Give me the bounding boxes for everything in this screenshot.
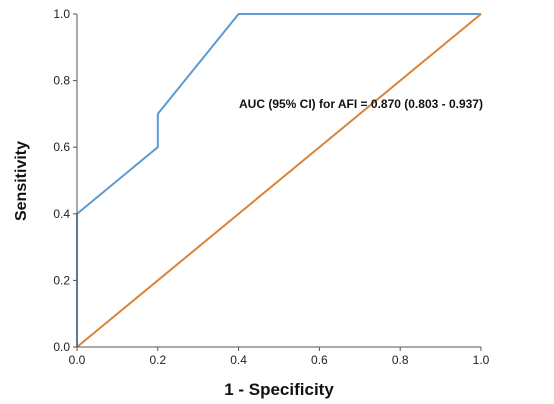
ticks-layer: 0.0 0.2 0.4 0.6 0.8 1.0 0.0 0.2 0.4 0.6 0.8 1.0: [53, 7, 489, 367]
y-tick-label: 1.0: [53, 7, 70, 21]
y-tick-label: 0.4: [53, 207, 70, 221]
x-axis-title: 1 - Specificity: [224, 380, 334, 399]
y-tick-label: 0.8: [53, 74, 70, 88]
y-tick-label: 0.2: [53, 273, 70, 287]
reference-line: [76, 13, 482, 348]
auc-annotation: AUC (95% CI) for AFI = 0.870 (0.803 - 0.…: [239, 97, 483, 111]
y-tick-label: 0.0: [53, 340, 70, 354]
x-tick-label: 0.2: [149, 353, 166, 367]
axes-layer: [76, 14, 481, 348]
y-axis-title: Sensitivity: [13, 141, 30, 221]
x-tick-label: 0.8: [392, 353, 409, 367]
y-tick-label: 0.6: [53, 140, 70, 154]
x-tick-label: 0.4: [230, 353, 247, 367]
x-tick-label: 1.0: [473, 353, 490, 367]
x-tick-label: 0.6: [311, 353, 328, 367]
x-tick-label: 0.0: [69, 353, 86, 367]
